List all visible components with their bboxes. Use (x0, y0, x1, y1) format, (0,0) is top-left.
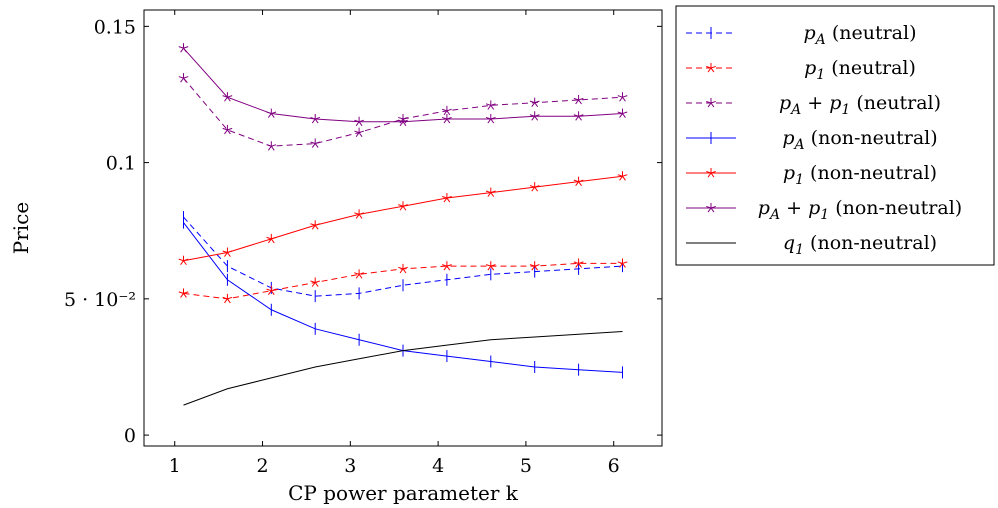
data-point (573, 258, 584, 268)
data-point (441, 193, 452, 203)
y-tick-label: 5 · 10⁻² (64, 289, 136, 311)
data-point (573, 111, 584, 121)
data-point (178, 288, 189, 298)
series-0 (183, 211, 623, 303)
x-tick-label: 6 (608, 455, 620, 477)
legend-label: pA (neutral) (803, 22, 916, 48)
data-point (178, 255, 189, 266)
legend-label: p1 (neutral) (804, 57, 916, 83)
plot-frame (143, 9, 663, 447)
data-point (178, 43, 189, 53)
data-point (617, 171, 628, 181)
legend-marker (706, 63, 716, 73)
legend-item: pA + p1 (neutral) (686, 92, 941, 118)
data-point (398, 263, 408, 274)
data-point (310, 114, 321, 124)
y-tick-label: 0.1 (106, 153, 136, 175)
data-point (573, 94, 584, 105)
legend-item: pA + p1 (non-neutral) (686, 197, 962, 223)
data-point (222, 247, 233, 257)
data-point (354, 209, 365, 219)
data-point (398, 201, 408, 211)
data-point (310, 220, 321, 230)
series-line (183, 216, 623, 297)
legend-item: p1 (neutral) (686, 57, 916, 83)
axes: 1 2 3 4 5 6 0 5 · 10⁻² 0.1 0.15 (64, 9, 663, 477)
data-point (485, 187, 496, 197)
data-point (354, 127, 365, 137)
series-line (183, 47, 623, 123)
data-point (398, 116, 408, 127)
legend-item: q1 (non-neutral) (686, 232, 937, 258)
x-axis-title: CP power parameter k (288, 481, 519, 505)
legend-item: pA (neutral) (686, 22, 917, 48)
data-point (441, 114, 452, 124)
series-1 (178, 258, 628, 304)
data-point (354, 269, 365, 279)
y-tick-label: 0.15 (94, 16, 136, 38)
data-point (485, 114, 496, 124)
data-point (222, 124, 233, 135)
legend-label: q1 (non-neutral) (783, 232, 937, 258)
legend-marker (706, 203, 716, 213)
data-point (485, 100, 496, 110)
data-point (485, 261, 496, 271)
data-point (266, 108, 277, 118)
series-3 (183, 216, 623, 379)
x-tick-label: 4 (432, 455, 444, 477)
data-point (573, 176, 584, 187)
plot-area (178, 43, 628, 406)
data-point (222, 92, 233, 102)
legend-marker (706, 98, 716, 108)
series-6 (183, 331, 623, 406)
data-point (617, 258, 628, 268)
series-5 (178, 43, 628, 127)
data-point (266, 285, 277, 296)
legend-item: p1 (non-neutral) (686, 162, 937, 188)
legend-label: p1 (non-neutral) (783, 162, 937, 188)
x-tick-label: 3 (344, 455, 356, 477)
data-point (529, 97, 540, 107)
legend-box (675, 5, 995, 266)
y-axis-title: Price (9, 202, 33, 254)
y-tick-label: 0 (124, 425, 136, 447)
data-point (310, 138, 321, 148)
x-tick-label: 2 (256, 455, 268, 477)
series-line (183, 175, 623, 262)
series-line (183, 77, 623, 147)
series-4 (178, 171, 628, 266)
data-point (266, 141, 277, 151)
data-point (266, 233, 277, 244)
series-2 (178, 73, 628, 151)
legend: pA (neutral) p1 (neutral) pA + p1 (neutral… (675, 5, 995, 266)
legend-label: pA + p1 (non-neutral) (758, 197, 962, 223)
data-point (441, 105, 452, 116)
data-point (222, 293, 233, 304)
data-point (354, 116, 365, 127)
data-point (617, 108, 628, 118)
x-tick-label: 5 (520, 455, 532, 477)
legend-label: pA (non-neutral) (782, 127, 937, 153)
data-point (310, 277, 321, 287)
legend-marker (706, 168, 716, 178)
x-tick-label: 1 (169, 455, 181, 477)
legend-label: pA + p1 (neutral) (779, 92, 941, 118)
data-point (529, 182, 540, 192)
data-point (529, 261, 540, 271)
data-point (617, 92, 628, 102)
series-line (183, 331, 623, 406)
data-point (529, 111, 540, 121)
data-point (178, 73, 189, 83)
data-point (441, 261, 452, 271)
legend-item: pA (non-neutral) (686, 127, 938, 153)
